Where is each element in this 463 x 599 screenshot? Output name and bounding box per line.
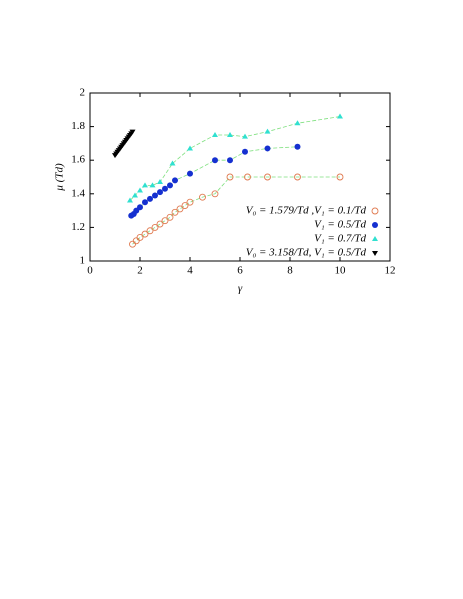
x-tick-label: 0	[87, 265, 93, 277]
legend-marker	[371, 207, 379, 215]
legend-label: V₀ = 1.579/Td ,V₁ = 0.1/Td	[246, 205, 367, 217]
series-line	[129, 116, 341, 201]
point	[211, 190, 219, 198]
point	[187, 145, 193, 151]
point	[187, 170, 193, 177]
point	[136, 234, 144, 241]
point	[137, 187, 143, 193]
point	[294, 173, 301, 181]
x-tick-label: 6	[237, 265, 243, 277]
legend-marker	[372, 236, 378, 241]
y-tick-label: 2	[80, 87, 86, 99]
point	[294, 120, 301, 126]
point	[161, 217, 169, 225]
point	[212, 157, 218, 164]
x-tick-label: 10	[335, 265, 347, 277]
x-tick-label: 2	[137, 265, 143, 277]
legend-label: V₀ = 3.158/Td, V₁ = 0.5/Td	[246, 247, 367, 259]
x-tick-label: 4	[187, 265, 193, 277]
legend-marker	[372, 222, 378, 228]
point	[162, 185, 168, 192]
x-axis-label: γ	[238, 283, 243, 295]
point	[152, 192, 158, 199]
point	[157, 189, 163, 196]
point	[147, 195, 153, 202]
point	[336, 173, 344, 181]
point	[227, 157, 233, 164]
point	[166, 213, 174, 221]
point	[151, 223, 159, 231]
point	[176, 205, 184, 213]
point	[141, 230, 149, 238]
y-axis-label: μ (Td)	[54, 163, 66, 192]
point	[264, 128, 271, 134]
point	[142, 182, 148, 188]
point	[146, 227, 154, 235]
point	[186, 198, 194, 206]
legend-marker	[372, 251, 378, 256]
point	[127, 197, 133, 203]
point	[132, 237, 140, 245]
point	[242, 133, 248, 139]
y-tick-label: 1.2	[71, 221, 85, 233]
point	[181, 202, 189, 210]
point	[227, 132, 233, 137]
point	[264, 145, 271, 152]
y-tick-label: 1.4	[71, 187, 85, 199]
point	[294, 143, 301, 150]
point	[171, 208, 179, 216]
point	[199, 193, 206, 201]
point	[137, 204, 143, 211]
y-tick-label: 1.8	[71, 120, 85, 132]
point	[264, 173, 271, 181]
point	[167, 182, 173, 189]
y-tick-label: 1.6	[71, 154, 85, 166]
point	[132, 192, 138, 198]
point	[244, 173, 251, 181]
point	[337, 113, 343, 119]
x-tick-label: 8	[287, 265, 293, 277]
point	[142, 199, 148, 206]
point	[226, 173, 234, 181]
point	[242, 148, 248, 155]
legend-label: V₁ = 0.7/Td	[314, 233, 366, 245]
point	[149, 182, 156, 188]
point	[156, 220, 164, 228]
point	[169, 160, 176, 166]
legend-label: V₁ = 0.5/Td	[314, 219, 366, 231]
point	[157, 179, 163, 185]
x-tick-label: 12	[385, 265, 396, 277]
y-tick-label: 1	[80, 255, 86, 267]
point	[172, 177, 178, 184]
point	[212, 132, 218, 137]
point	[129, 129, 136, 135]
